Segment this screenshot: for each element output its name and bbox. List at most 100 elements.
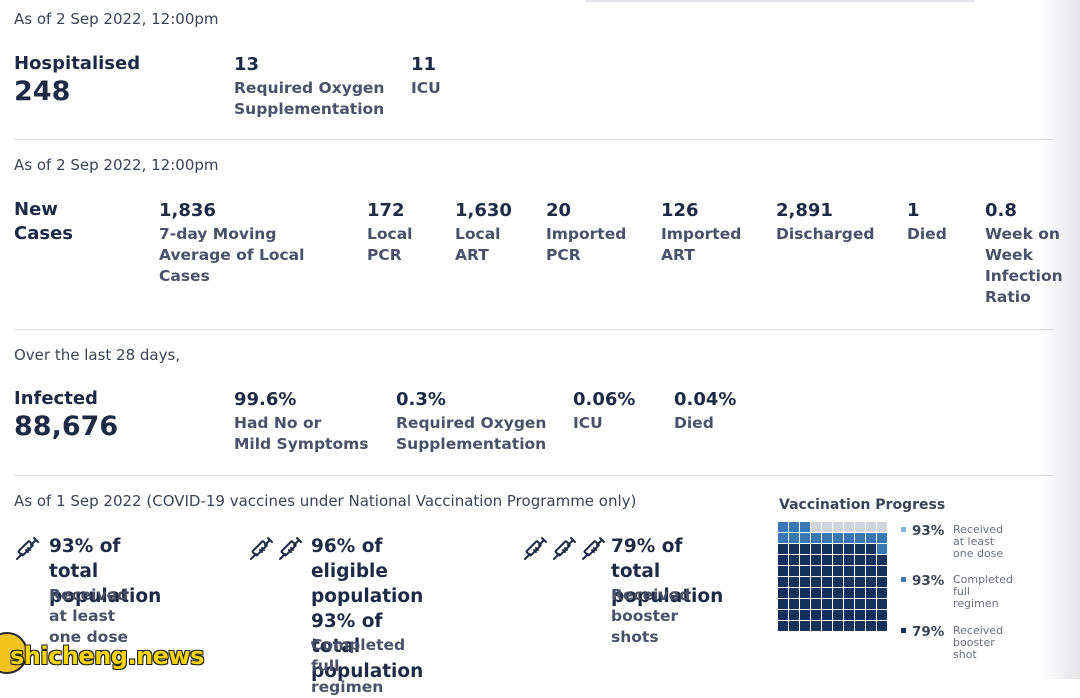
waffle-cell xyxy=(833,610,843,620)
waffle-cell xyxy=(866,522,876,532)
waffle-cell xyxy=(800,522,810,532)
vaccination-headline: 79% of total population xyxy=(611,536,724,607)
infected-died-metric: 0.04% Died xyxy=(674,389,736,434)
metric-label: 7-day Moving Average of Local Cases xyxy=(159,225,305,285)
infected-icu-metric: 0.06% ICU xyxy=(573,389,635,434)
waffle-cell xyxy=(844,599,854,609)
waffle-cell xyxy=(778,621,788,631)
waffle-cell xyxy=(789,544,799,554)
waffle-cell xyxy=(778,588,788,598)
waffle-cell xyxy=(855,577,865,587)
waffle-cell xyxy=(855,566,865,576)
metric-value: 126 xyxy=(661,200,699,221)
waffle-cell xyxy=(855,522,865,532)
syringe-icon xyxy=(553,537,576,560)
waffle-cell xyxy=(778,544,788,554)
waffle-cell xyxy=(800,533,810,543)
waffle-cell xyxy=(833,577,843,587)
hospital-oxygen-metric: 13 Required Oxygen Supplementation xyxy=(234,54,384,120)
metric-label: Required Oxygen Supplementation xyxy=(396,414,547,453)
waffle-cell xyxy=(811,610,821,620)
waffle-cell xyxy=(811,555,821,565)
waffle-cell xyxy=(877,544,887,554)
metric-value: 11 xyxy=(411,54,437,75)
waffle-cell xyxy=(844,577,854,587)
infected-mild-metric: 99.6% Had No or Mild Symptoms xyxy=(234,389,369,455)
waffle-cell xyxy=(789,522,799,532)
waffle-cell xyxy=(789,599,799,609)
waffle-cell xyxy=(877,577,887,587)
legend-label: Received booster shot xyxy=(953,624,1004,661)
waffle-cell xyxy=(789,566,799,576)
waffle-cell xyxy=(822,522,832,532)
cases-as-of: As of 2 Sep 2022, 12:00pm xyxy=(14,156,219,174)
waffle-cell xyxy=(855,544,865,554)
waffle-cell xyxy=(800,599,810,609)
vaccination-as-of: As of 1 Sep 2022 (COVID-19 vaccines unde… xyxy=(14,492,637,510)
cases-infection-ratio-metric: 0.8 Week on Week Infection Ratio xyxy=(985,200,1063,308)
metric-value: 13 xyxy=(234,54,260,75)
waffle-cell xyxy=(811,522,821,532)
cases-local-art-metric: 1,630 Local ART xyxy=(455,200,512,266)
legend-swatch xyxy=(901,577,906,582)
syringe-icon xyxy=(250,537,273,560)
metric-label: ICU xyxy=(573,414,603,432)
waffle-cell xyxy=(866,577,876,587)
waffle-cell xyxy=(811,577,821,587)
metric-value: 1,630 xyxy=(455,200,512,221)
metric-label: Had No or Mild Symptoms xyxy=(234,414,369,453)
waffle-cell xyxy=(822,621,832,631)
waffle-cell xyxy=(778,577,788,587)
syringe-icon xyxy=(279,537,302,560)
vaccination-subtext: Completed full regimen xyxy=(311,636,406,696)
waffle-cell xyxy=(789,610,799,620)
waffle-cell xyxy=(844,522,854,532)
metric-value: 0.06% xyxy=(573,389,636,410)
waffle-cell xyxy=(789,621,799,631)
waffle-cell xyxy=(822,588,832,598)
waffle-cell xyxy=(811,599,821,609)
syringe-icon xyxy=(524,537,547,560)
metric-label: Died xyxy=(907,225,947,243)
waffle-cell xyxy=(833,621,843,631)
waffle-cell xyxy=(822,544,832,554)
waffle-cell xyxy=(833,566,843,576)
waffle-cell xyxy=(855,588,865,598)
waffle-cell xyxy=(822,566,832,576)
syringe-icon-group xyxy=(14,534,43,562)
cases-moving-average-metric: 1,836 7-day Moving Average of Local Case… xyxy=(159,200,304,287)
metric-value: 0.8 xyxy=(985,200,1017,221)
waffle-cell xyxy=(833,555,843,565)
waffle-cell xyxy=(800,610,810,620)
waffle-cell xyxy=(822,610,832,620)
waffle-cell xyxy=(844,555,854,565)
waffle-cell xyxy=(800,566,810,576)
cases-imported-art-metric: 126 Imported ART xyxy=(661,200,741,266)
watermark: shicheng.news xyxy=(0,630,204,676)
waffle-cell xyxy=(877,599,887,609)
waffle-cell xyxy=(800,555,810,565)
waffle-cell xyxy=(866,566,876,576)
page-scroll-shade xyxy=(1040,0,1080,679)
waffle-cell xyxy=(800,544,810,554)
waffle-cell xyxy=(811,588,821,598)
cases-died-metric: 1 Died xyxy=(907,200,947,245)
metric-label: Week on Week Infection Ratio xyxy=(985,225,1063,306)
waffle-cell xyxy=(811,621,821,631)
waffle-cell xyxy=(866,599,876,609)
waffle-cell xyxy=(866,555,876,565)
waffle-cell xyxy=(778,610,788,620)
waffle-cell xyxy=(844,544,854,554)
waffle-cell xyxy=(778,555,788,565)
vaccination-progress-waffle xyxy=(778,522,887,631)
infected-title: Infected xyxy=(14,388,98,409)
waffle-cell xyxy=(789,533,799,543)
waffle-cell xyxy=(833,522,843,532)
waffle-cell xyxy=(877,533,887,543)
waffle-cell xyxy=(778,599,788,609)
metric-label: Imported PCR xyxy=(546,225,627,264)
waffle-cell xyxy=(778,533,788,543)
section-divider xyxy=(14,329,1054,330)
vaccination-subtext: Received at least one dose xyxy=(49,586,129,646)
waffle-cell xyxy=(833,544,843,554)
